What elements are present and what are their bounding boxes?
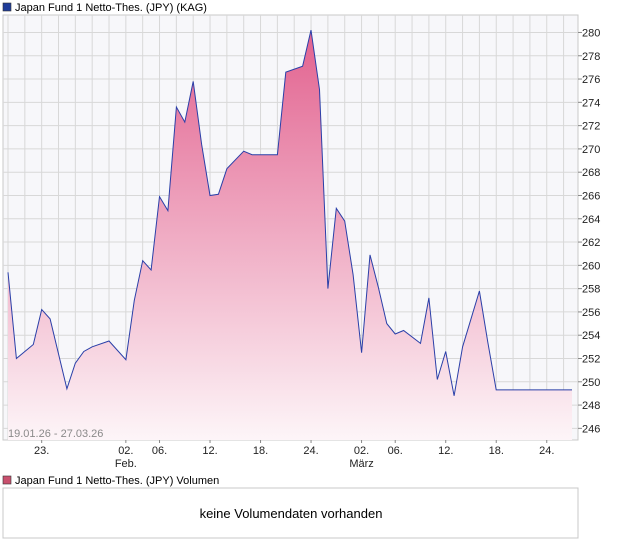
y-tick-label: 270 (582, 144, 600, 156)
chart-title: Japan Fund 1 Netto-Thes. (JPY) (KAG) (15, 2, 207, 14)
y-tick-label: 258 (582, 284, 600, 296)
date-range-label: 19.01.26 - 27.03.26 (8, 428, 103, 440)
price-area (8, 30, 572, 440)
y-tick-label: 264 (582, 214, 600, 226)
y-tick-label: 272 (582, 121, 600, 133)
y-tick-label: 260 (582, 260, 600, 272)
x-tick-label: 12. (438, 445, 453, 457)
y-tick-label: 274 (582, 97, 600, 109)
y-tick-label: 246 (582, 423, 600, 435)
y-tick-label: 268 (582, 167, 600, 179)
x-tick-label: 06. (152, 445, 167, 457)
x-tick-label: 18. (489, 445, 504, 457)
x-tick-label: 24. (303, 445, 318, 457)
x-tick-label: 02. (118, 445, 133, 457)
x-tick-label: 18. (253, 445, 268, 457)
y-tick-label: 256 (582, 307, 600, 319)
y-tick-label: 248 (582, 400, 600, 412)
y-tick-label: 262 (582, 237, 600, 249)
x-month-label: März (349, 458, 373, 470)
price-legend-swatch (2, 2, 12, 12)
volume-empty-message: keine Volumendaten vorhanden (200, 506, 383, 521)
x-tick-label: 12. (202, 445, 217, 457)
y-tick-label: 280 (582, 27, 600, 39)
x-tick-label: 23. (34, 445, 49, 457)
x-tick-label: 06. (388, 445, 403, 457)
x-tick-label: 24. (539, 445, 554, 457)
volume-legend-title: Japan Fund 1 Netto-Thes. (JPY) Volumen (15, 475, 219, 487)
volume-panel (2, 487, 579, 539)
y-tick-label: 278 (582, 51, 600, 63)
price-line (7, 29, 572, 396)
volume-legend-swatch (2, 475, 12, 485)
y-tick-label: 252 (582, 353, 600, 365)
y-tick-label: 254 (582, 330, 600, 342)
y-tick-label: 266 (582, 190, 600, 202)
y-axis-ticks: 246 248 250 252 254 256 258 260 262 264 266 268 270 2… (578, 27, 600, 435)
x-month-label: Feb. (115, 458, 137, 470)
x-tick-label: 02. (354, 445, 369, 457)
y-tick-label: 276 (582, 74, 600, 86)
y-tick-label: 250 (582, 377, 600, 389)
